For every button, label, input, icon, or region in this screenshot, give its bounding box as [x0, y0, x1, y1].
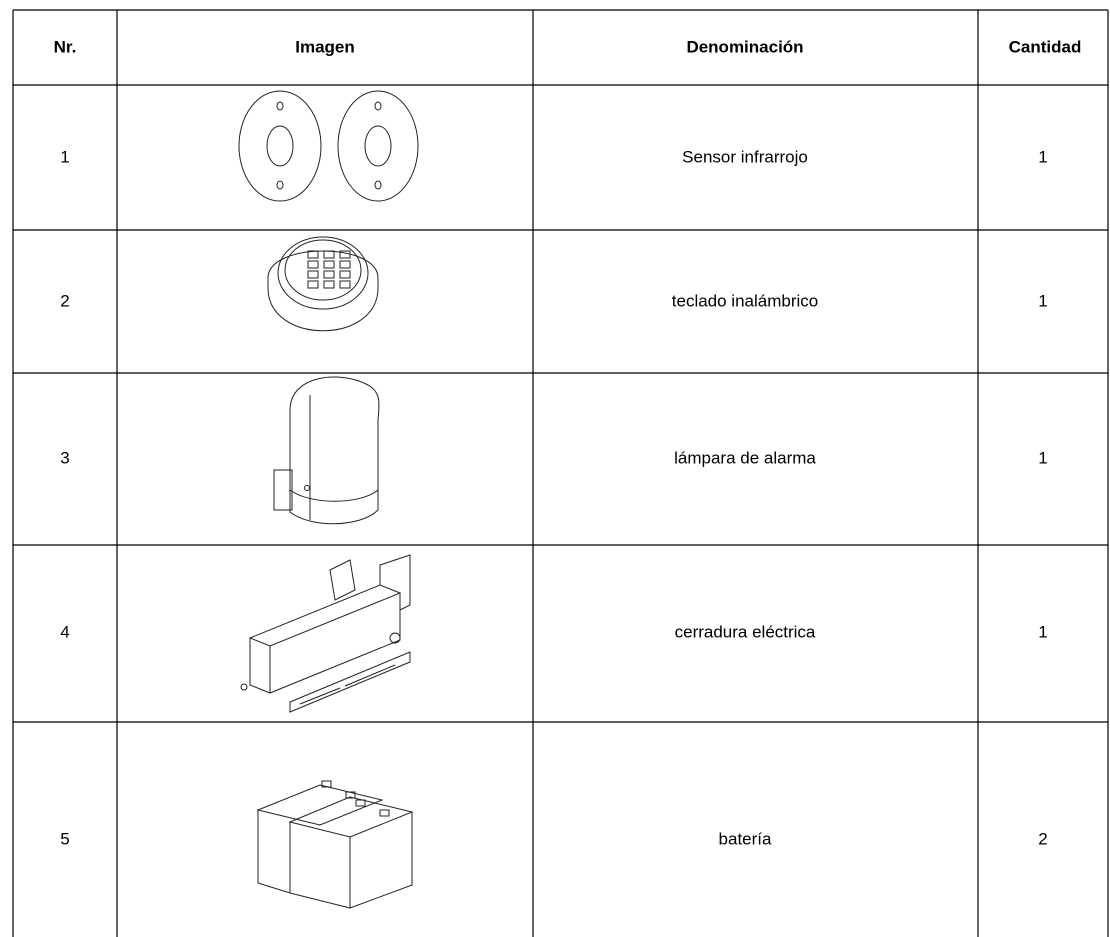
- battery-drawing: [256, 780, 414, 909]
- item-quantity: 1: [1038, 622, 1047, 641]
- header-cell: Denominación: [686, 37, 803, 56]
- lamp-drawing: [273, 376, 380, 525]
- keypad-drawing: [267, 236, 379, 332]
- sensor-drawing: [238, 90, 419, 202]
- item-name: Sensor infrarrojo: [682, 147, 808, 166]
- row-number: 2: [60, 291, 69, 310]
- header-cell: Imagen: [295, 37, 355, 56]
- header-cell: Nr.: [54, 37, 77, 56]
- item-quantity: 1: [1038, 147, 1047, 166]
- item-name: teclado inalámbrico: [672, 291, 818, 310]
- item-quantity: 1: [1038, 291, 1047, 310]
- row-number: 5: [60, 829, 69, 848]
- header-cell: Cantidad: [1009, 37, 1082, 56]
- lock-drawing: [240, 554, 411, 713]
- table-grid: [12, 9, 1109, 937]
- item-quantity: 1: [1038, 448, 1047, 467]
- row-number: 1: [60, 147, 69, 166]
- item-quantity: 2: [1038, 829, 1047, 848]
- item-name: batería: [719, 829, 772, 848]
- row-number: 4: [60, 622, 69, 641]
- item-name: lámpara de alarma: [674, 448, 816, 467]
- item-name: cerradura eléctrica: [675, 622, 816, 641]
- row-number: 3: [60, 448, 69, 467]
